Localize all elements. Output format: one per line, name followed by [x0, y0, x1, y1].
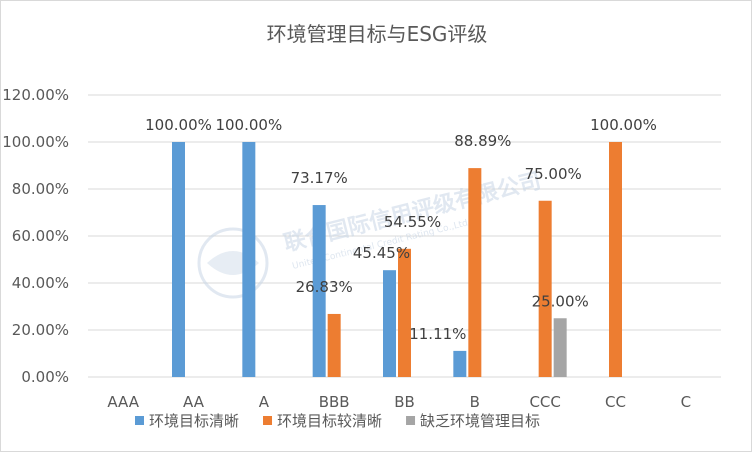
bars: [172, 142, 622, 377]
legend: 环境目标清晰 环境目标较清晰 缺乏环境管理目标: [135, 412, 540, 430]
x-category-label: B: [470, 393, 480, 411]
data-label: 100.00%: [145, 116, 212, 134]
legend-label: 环境目标清晰: [149, 412, 239, 430]
x-category-label: C: [681, 393, 691, 411]
bar: [312, 205, 326, 377]
data-label: 26.83%: [296, 278, 353, 296]
bar: [453, 350, 467, 377]
y-tick-label: 100.00%: [2, 133, 69, 151]
data-label: 75.00%: [525, 165, 582, 183]
x-category-label: CC: [605, 393, 626, 411]
x-category-label: AA: [183, 393, 205, 411]
y-axis-tick-labels: 0.00% 20.00% 40.00% 60.00% 80.00% 100.00% 120.…: [2, 86, 69, 386]
data-label: 25.00%: [532, 292, 589, 310]
legend-swatch: [263, 416, 273, 425]
data-labels: 100.00% 100.00%73.17%26.83%45.45%54.55%11…: [145, 116, 657, 343]
bar: [172, 142, 185, 377]
legend-swatch: [406, 416, 416, 425]
x-category-label: AAA: [107, 393, 139, 411]
bar: [398, 248, 411, 377]
x-category-label: BB: [394, 393, 415, 411]
bar: [553, 318, 567, 377]
y-tick-label: 20.00%: [12, 321, 69, 339]
y-tick-label: 40.00%: [12, 274, 69, 292]
y-tick-label: 120.00%: [2, 86, 69, 104]
data-label: 11.11%: [409, 325, 466, 343]
bar: [538, 200, 552, 377]
data-label: 100.00%: [215, 116, 282, 134]
y-tick-label: 60.00%: [12, 227, 69, 245]
data-label: 73.17%: [291, 169, 348, 187]
bar: [609, 142, 622, 377]
bar: [242, 142, 256, 377]
data-label: 45.45%: [353, 244, 410, 262]
x-category-label: BBB: [319, 393, 350, 411]
data-label: 54.55%: [384, 213, 441, 231]
legend-swatch: [135, 416, 144, 425]
x-axis-category-labels: AAA AA A BBB BB B CCC CC C: [107, 393, 691, 411]
bar: [468, 168, 482, 377]
x-category-label: A: [259, 393, 270, 411]
legend-label: 环境目标较清晰: [277, 412, 382, 430]
bar: [383, 270, 396, 377]
legend-label: 缺乏环境管理目标: [420, 412, 540, 430]
y-tick-label: 0.00%: [21, 368, 69, 386]
chart-title: 环境管理目标与ESG评级: [267, 22, 488, 46]
data-label: 88.89%: [454, 132, 511, 150]
y-tick-label: 80.00%: [12, 180, 69, 198]
data-label: 100.00%: [590, 116, 657, 134]
bar: [327, 313, 341, 377]
globe-logo-icon: [197, 227, 269, 299]
x-category-label: CCC: [529, 393, 560, 411]
